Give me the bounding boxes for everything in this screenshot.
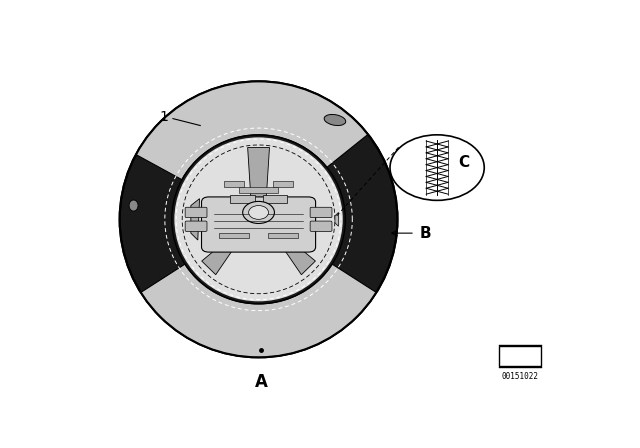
Polygon shape xyxy=(202,228,245,275)
Text: B: B xyxy=(420,226,431,241)
FancyBboxPatch shape xyxy=(202,197,316,252)
FancyBboxPatch shape xyxy=(230,195,255,203)
Circle shape xyxy=(390,135,484,200)
Polygon shape xyxy=(272,228,316,275)
FancyBboxPatch shape xyxy=(185,207,207,218)
Text: 1: 1 xyxy=(159,110,168,124)
Bar xyxy=(224,181,244,186)
Text: 00151022: 00151022 xyxy=(502,372,539,381)
Polygon shape xyxy=(191,198,200,240)
FancyBboxPatch shape xyxy=(262,195,287,203)
Ellipse shape xyxy=(324,114,346,125)
FancyBboxPatch shape xyxy=(310,207,332,218)
Polygon shape xyxy=(335,212,339,226)
Polygon shape xyxy=(248,147,269,202)
Polygon shape xyxy=(136,82,368,180)
Ellipse shape xyxy=(129,200,138,211)
Polygon shape xyxy=(141,264,376,358)
Bar xyxy=(219,233,248,238)
Bar xyxy=(269,233,298,238)
Bar xyxy=(239,186,278,194)
Ellipse shape xyxy=(120,82,397,358)
Text: C: C xyxy=(458,155,469,170)
Circle shape xyxy=(243,202,275,224)
FancyBboxPatch shape xyxy=(310,221,332,232)
Ellipse shape xyxy=(174,138,343,302)
Bar xyxy=(499,346,541,366)
Circle shape xyxy=(249,206,269,220)
FancyBboxPatch shape xyxy=(185,221,207,232)
Bar xyxy=(273,181,293,186)
Text: A: A xyxy=(255,373,268,391)
